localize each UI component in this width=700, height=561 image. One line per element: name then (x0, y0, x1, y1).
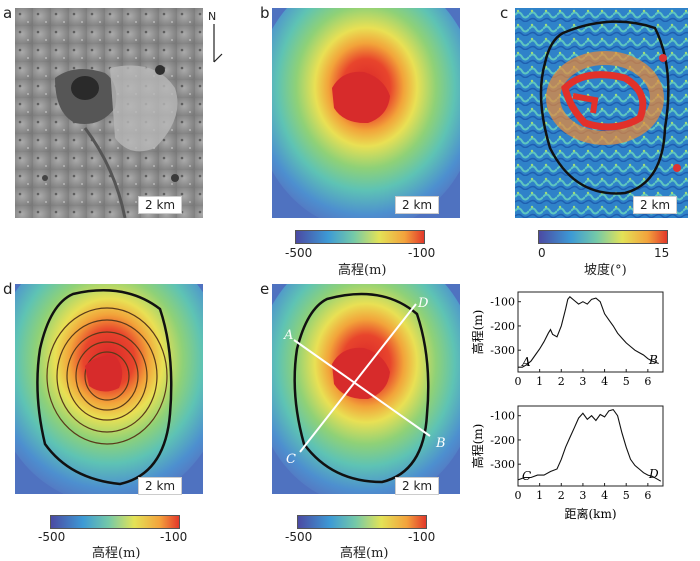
panel-label-e: e (260, 280, 270, 298)
panel-a: a N 2 km (3, 4, 223, 219)
line-label-b: B (436, 436, 446, 451)
x-tick-label-1-4: 4 (601, 489, 608, 502)
x-tick-label-0-0: 0 (515, 375, 522, 388)
plot-frame-0 (517, 291, 664, 373)
line-label-d: D (418, 296, 429, 311)
x-tick-label-1-6: 6 (644, 489, 651, 502)
y-tick-label-0-2: -300 (490, 344, 515, 357)
x-tick-label-1-0: 0 (515, 489, 522, 502)
scale-bar-b: 2 km (395, 196, 440, 214)
y-axis-label-0: 高程(m) (470, 310, 485, 355)
x-tick-label-0-4: 4 (601, 375, 608, 388)
elevation-map-e (254, 246, 478, 506)
panel-label-b: b (260, 4, 270, 22)
contour-map-d (0, 240, 227, 504)
panel-e: A B C D e 2 km (254, 246, 478, 506)
panel-d: d 2 km (0, 240, 227, 504)
north-arrow: N (208, 10, 224, 66)
profile-start-label-1: C (522, 469, 531, 483)
x-tick-label-0-5: 5 (623, 375, 630, 388)
profile-series-1 (517, 408, 662, 482)
colorbar-d-gradient (50, 515, 180, 529)
colorbar-b-gradient (295, 230, 425, 244)
north-arrow-icon (213, 24, 223, 63)
x-tick-label-1-1: 1 (536, 489, 543, 502)
line-label-c: C (286, 452, 296, 467)
lunar-image (15, 8, 203, 219)
profile-line-ab (293, 339, 431, 437)
x-tick-label-0-6: 6 (644, 375, 651, 388)
profile-line-cd (299, 303, 417, 453)
line-label-a: A (284, 328, 294, 343)
x-tick-label-1-2: 2 (558, 489, 565, 502)
panel-label-c: c (500, 4, 509, 22)
colorbar-e-max: -100 (408, 530, 436, 544)
scale-bar-d: 2 km (138, 477, 183, 495)
slope-map-c (515, 8, 688, 218)
colorbar-c-max: 15 (654, 246, 670, 260)
colorbar-e-title: 高程(m) (340, 546, 389, 561)
scale-bar-e: 2 km (395, 477, 440, 495)
y-tick-label-0-0: -100 (490, 296, 515, 309)
profile-chart-cd: 0 1 2 3 4 5 6 -100 -200 -300 高程(m) C D 距离(km) (470, 405, 664, 521)
colorbar-c-title: 坡度(°) (584, 263, 627, 278)
profile-end-label-1: D (648, 467, 659, 481)
y-axis-label-1: 高程(m) (470, 424, 485, 469)
profile-end-label-0: B (648, 353, 658, 367)
colorbar-c-min: 0 (538, 246, 546, 260)
panel-b: b 2 km (254, 0, 478, 230)
colorbar-c-gradient (538, 230, 668, 244)
x-tick-label-0-1: 1 (536, 375, 543, 388)
scale-bar-a: 2 km (138, 196, 183, 214)
plot-frame-1 (517, 405, 664, 487)
y-tick-label-1-1: -200 (490, 434, 515, 447)
y-tick-label-0-1: -200 (490, 320, 515, 333)
north-label: N (208, 10, 217, 23)
colorbar-d-max: -100 (160, 530, 188, 544)
x-tick-label-0-2: 2 (558, 375, 565, 388)
colorbar-e-gradient (297, 515, 427, 529)
y-tick-label-1-0: -100 (490, 410, 515, 423)
profile-start-label-0: A (521, 355, 531, 369)
colorbar-b-title: 高程(m) (338, 263, 387, 278)
panel-c: c 2 km (500, 4, 688, 218)
panel-label-d: d (3, 280, 13, 298)
profile-series-0 (518, 296, 659, 368)
y-tick-label-1-2: -300 (490, 458, 515, 471)
x-tick-label-1-5: 5 (623, 489, 630, 502)
colorbar-b-min: -500 (285, 246, 313, 260)
x-axis-label-1: 距离(km) (564, 506, 616, 521)
elevation-map-b (254, 0, 478, 230)
x-tick-label-1-3: 3 (579, 489, 586, 502)
panel-label-a: a (3, 4, 13, 22)
colorbar-d-title: 高程(m) (92, 546, 141, 561)
colorbar-d-min: -500 (38, 530, 66, 544)
profile-chart-ab: 0 1 2 3 4 5 6 -100 -200 -300 高程(m) A B (470, 291, 664, 388)
colorbar-e-min: -500 (285, 530, 313, 544)
scale-bar-c: 2 km (633, 196, 678, 214)
x-tick-label-0-3: 3 (579, 375, 586, 388)
colorbar-b-max: -100 (408, 246, 436, 260)
